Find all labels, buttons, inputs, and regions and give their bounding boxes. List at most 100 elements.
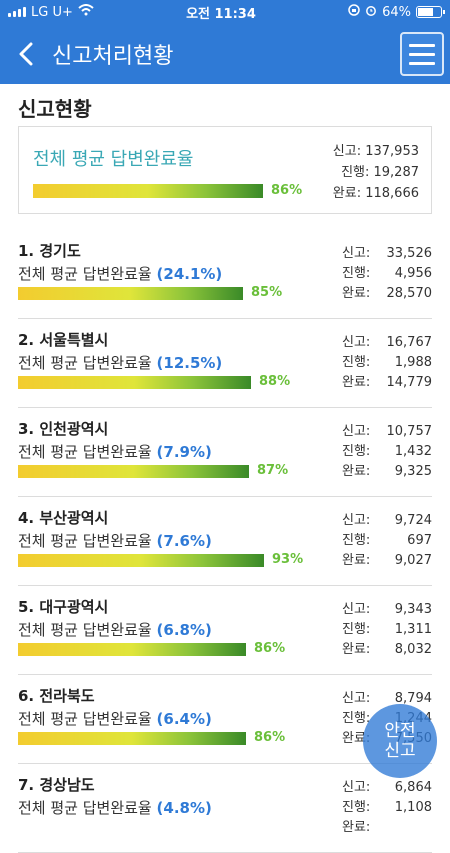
region-item[interactable]: 7. 경상남도 전체 평균 답변완료율 (4.8%) 신고: 6,864 진행: 1,10… (18, 764, 432, 853)
wifi-icon (78, 4, 94, 20)
region-stat-label: 완료: (342, 642, 371, 657)
summary-percent: 86% (271, 183, 303, 198)
region-stat-label: 신고: (342, 602, 371, 617)
region-stat-row: 진행: 1,108 (342, 798, 432, 818)
region-stat-value: 28,570 (386, 286, 433, 301)
region-percent: 87% (257, 463, 289, 478)
region-percent: 85% (251, 285, 283, 300)
app-header: 신고처리현황 (0, 24, 450, 84)
region-stat-row: 신고: 8,794 (342, 689, 432, 709)
region-stat-label: 진행: (342, 533, 371, 548)
region-rate: (12.5%) (156, 354, 223, 372)
hamburger-icon (409, 43, 435, 47)
region-rate: (6.8%) (156, 621, 212, 639)
region-stat-row: 완료: 9,325 (342, 462, 432, 482)
summary-stat-reported: 신고: 137,953 (332, 144, 419, 159)
region-label: 전체 평균 답변완료율 (6.8%) (18, 619, 212, 640)
region-stat-value: 1,432 (394, 444, 432, 459)
safety-report-label-2: 신고 (384, 741, 416, 761)
region-label: 전체 평균 답변완료율 (6.4%) (18, 708, 212, 729)
region-name: 5. 대구광역시 (18, 598, 109, 616)
region-label-text: 전체 평균 답변완료율 (18, 443, 152, 461)
region-stat-row: 완료: (342, 818, 432, 838)
region-stat-row: 완료: 28,570 (342, 284, 432, 304)
region-name: 1. 경기도 (18, 242, 81, 260)
region-stats: 신고: 33,526 진행: 4,956 완료: 28,570 (342, 244, 432, 304)
region-stat-value: 9,724 (394, 513, 432, 528)
safety-report-label-1: 안전 (384, 721, 416, 741)
region-percent: 88% (259, 374, 291, 389)
region-stats: 신고: 9,343 진행: 1,311 완료: 8,032 (342, 600, 432, 660)
region-stat-label: 진행: (342, 800, 371, 815)
region-progress-bar (18, 465, 249, 478)
status-time: 오전 11:34 (186, 6, 256, 22)
region-stat-label: 완료: (342, 286, 371, 301)
region-progress-bar (18, 732, 246, 745)
region-stat-label: 완료: (342, 553, 371, 568)
region-rate: (7.6%) (156, 532, 212, 550)
summary-card: 전체 평균 답변완료율 86% 신고: 137,953 진행: 19,287 완… (18, 126, 432, 214)
region-stat-value: 8,794 (394, 691, 432, 706)
region-percent: 93% (272, 552, 304, 567)
summary-stat-done: 완료: 118,666 (332, 186, 419, 201)
region-stat-row: 진행: 1,311 (342, 620, 432, 640)
region-stat-label: 완료: (342, 464, 371, 479)
region-label-text: 전체 평균 답변완료율 (18, 265, 152, 283)
region-stat-row: 완료: 9,027 (342, 551, 432, 571)
region-stat-row: 신고: 6,864 (342, 778, 432, 798)
region-stat-row: 신고: 9,724 (342, 511, 432, 531)
region-label: 전체 평균 답변완료율 (7.6%) (18, 530, 212, 551)
region-stat-row: 진행: 697 (342, 531, 432, 551)
menu-button[interactable] (400, 32, 444, 76)
battery-icon (416, 6, 445, 18)
region-percent: 86% (254, 730, 286, 745)
alarm-icon (365, 4, 377, 20)
region-stat-value: 8,032 (394, 642, 432, 657)
region-stat-row: 완료: 14,779 (342, 373, 432, 393)
region-stats: 신고: 9,724 진행: 697 완료: 9,027 (342, 511, 432, 571)
region-label-text: 전체 평균 답변완료율 (18, 532, 152, 550)
region-stat-label: 진행: (342, 355, 371, 370)
region-progress-bar (18, 643, 246, 656)
status-bar: LG U+ 오전 11:34 64% (0, 0, 450, 24)
region-label: 전체 평균 답변완료율 (12.5%) (18, 352, 222, 373)
region-percent: 86% (254, 641, 286, 656)
region-label: 전체 평균 답변완료율 (4.8%) (18, 797, 212, 818)
region-item[interactable]: 1. 경기도 전체 평균 답변완료율 (24.1%) 85% 신고: 33,526 진행:… (18, 230, 432, 319)
safety-report-button[interactable]: 안전 신고 (363, 704, 437, 778)
region-stat-row: 진행: 4,956 (342, 264, 432, 284)
region-stat-label: 진행: (342, 711, 371, 726)
region-item[interactable]: 3. 인천광역시 전체 평균 답변완료율 (7.9%) 87% 신고: 10,757 진행… (18, 408, 432, 497)
region-stats: 신고: 16,767 진행: 1,988 완료: 14,779 (342, 333, 432, 393)
status-left: LG U+ (8, 4, 94, 20)
back-icon[interactable] (12, 40, 40, 68)
region-rate: (7.9%) (156, 443, 212, 461)
region-rate: (6.4%) (156, 710, 212, 728)
region-name: 2. 서울특별시 (18, 331, 109, 349)
region-stat-label: 신고: (342, 335, 371, 350)
region-stat-value: 6,864 (394, 780, 432, 795)
rotation-lock-icon (348, 4, 360, 20)
region-progress-bar (18, 287, 243, 300)
summary-stat-progress: 진행: 19,287 (341, 165, 419, 180)
region-stat-row: 진행: 1,432 (342, 442, 432, 462)
carrier-label: LG U+ (31, 4, 73, 20)
region-stat-row: 신고: 33,526 (342, 244, 432, 264)
region-stat-label: 진행: (342, 444, 371, 459)
region-stat-label: 신고: (342, 246, 371, 261)
region-name: 6. 전라북도 (18, 687, 95, 705)
region-stat-label: 완료: (342, 820, 371, 835)
region-stat-value: 1,311 (394, 622, 432, 637)
region-label-text: 전체 평균 답변완료율 (18, 799, 152, 817)
region-label-text: 전체 평균 답변완료율 (18, 710, 152, 728)
region-stat-value: 9,343 (394, 602, 432, 617)
region-stat-value: 1,108 (394, 800, 432, 815)
status-right: 64% (348, 4, 445, 20)
region-item[interactable]: 4. 부산광역시 전체 평균 답변완료율 (7.6%) 93% 신고: 9,724 진행:… (18, 497, 432, 586)
region-stat-row: 신고: 9,343 (342, 600, 432, 620)
page-title: 신고처리현황 (52, 44, 174, 69)
region-stat-label: 진행: (342, 266, 371, 281)
